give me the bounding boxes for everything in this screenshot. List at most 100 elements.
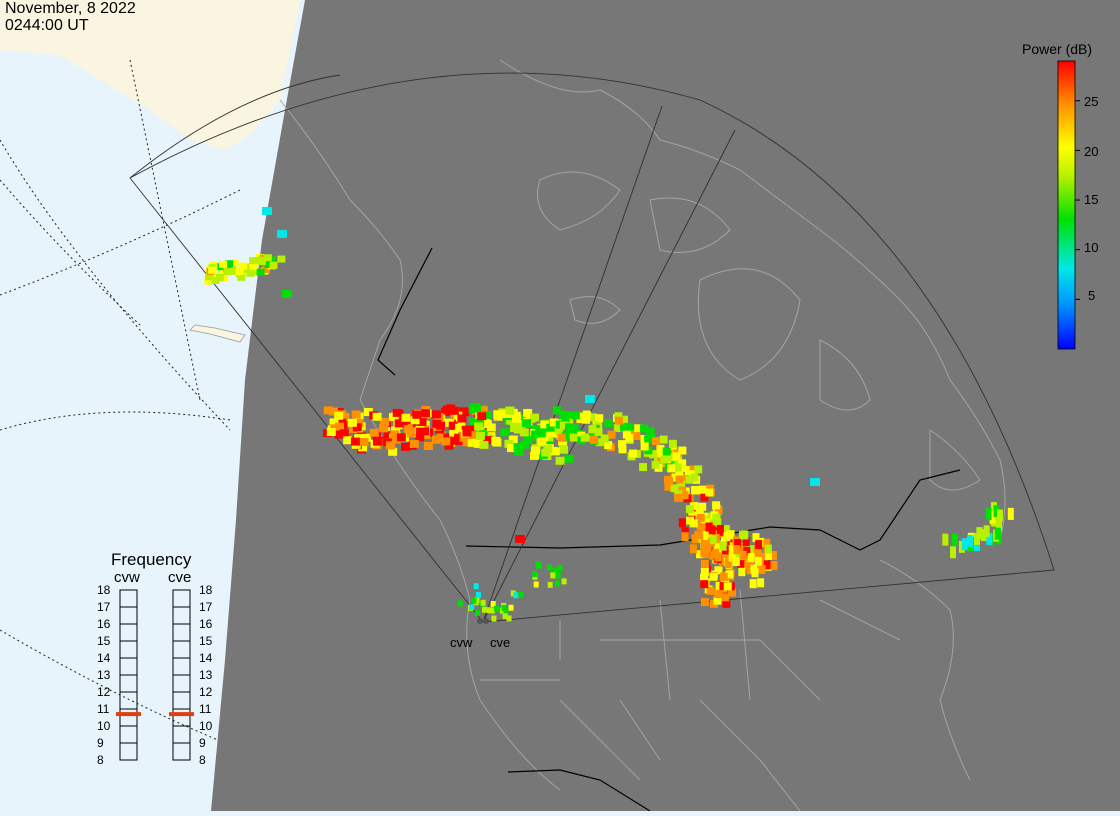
echo-cell [749,579,757,589]
echo-cell [622,430,631,439]
echo-cell [209,272,218,280]
frequency-tick-label: 8 [199,753,206,767]
echo-cell [415,433,425,442]
echo-cell [343,436,353,445]
echo-cell [769,550,777,560]
echo-cell [474,610,480,617]
echo-cell [388,447,398,456]
site-label-cve: cve [490,635,511,650]
echo-cell [518,591,524,598]
echo-cell [454,433,464,442]
frequency-tick-label: 13 [97,668,111,682]
colorbar-gradient [1057,60,1076,350]
echo-cell [552,567,558,574]
echo-cell [502,613,508,620]
echo-cell [491,615,497,622]
echo-cell [423,441,433,450]
echo-cell [220,274,229,282]
echo-cell [554,580,560,587]
echo-cell [530,451,540,460]
coastlines [279,59,1006,812]
echo-cell [569,433,578,442]
frequency-tick-label: 17 [97,600,111,614]
echo-cell [504,439,514,448]
echo-cell [256,268,265,276]
echo-cell [647,434,656,443]
echo-cell [757,578,765,588]
echo-cell [269,261,278,269]
site-label-cvw: cvw [450,635,473,650]
echo-cell [219,260,228,268]
echo-cell [618,440,627,449]
echo-cell [533,581,539,588]
frequency-cell [172,742,191,761]
echo-cell [664,482,673,491]
echo-cell [520,440,530,449]
echo-cell [339,429,349,438]
echo-cell [323,406,333,415]
echo-cell [557,433,566,442]
echo-cell [334,411,344,420]
echo-cell [712,548,720,558]
echo-cell [549,418,558,427]
echo-cell [486,607,492,614]
echo-cell [501,604,507,611]
echo-cell [482,606,488,613]
frequency-tick-label: 17 [199,600,213,614]
echo-cell [546,423,556,432]
echo-cell [722,599,731,608]
echo-cell [436,421,446,430]
graticule-day [0,59,241,746]
echo-cell [810,478,820,486]
echo-cell [688,511,697,520]
echo-cell [477,412,487,421]
echo-cell [503,608,509,615]
echo-cell [685,465,694,474]
echo-cell [531,430,541,439]
echo-cell [385,441,395,450]
echo-cell [208,266,217,274]
echo-cell [406,429,416,438]
echo-cell [550,447,560,456]
echo-cell [678,446,687,455]
echo-cell [719,541,727,551]
echo-cell [961,538,968,551]
echo-cell [512,414,522,423]
echo-cell [469,604,475,611]
echo-cell [215,274,224,282]
echo-cell [475,591,481,598]
frequency-tick-label: 10 [199,719,213,733]
echo-cell [713,596,722,605]
echo-cell [392,408,402,417]
echo-cell [494,605,500,612]
echo-cell [648,450,657,459]
echo-cell [529,413,539,422]
echo-cell [585,395,595,403]
echo-cell [614,412,623,421]
echo-cell [509,424,519,433]
echo-cell [967,534,974,547]
echo-cell [595,438,604,447]
echo-cell [441,437,451,446]
echo-cell [230,259,239,267]
echo-cell [667,464,676,473]
echo-cell [493,412,503,421]
echo-cell [662,447,671,456]
echo-cell [734,549,742,559]
frequency-tick-label: 16 [97,617,111,631]
echo-cell [479,440,489,449]
frequency-indicator-cve [169,712,194,717]
echo-cell [442,405,452,414]
echo-cell [369,428,379,437]
echo-cell [394,419,404,428]
echo-cell [594,427,603,436]
echo-cell [950,546,957,559]
echo-cell [358,443,368,452]
echo-cell [696,513,705,522]
colorbar-tick-5: 5 [1088,288,1096,303]
echo-cell [500,428,510,437]
frequency-tick-label: 11 [97,702,110,716]
frequency-tick-label: 14 [97,651,111,665]
echo-cell [764,544,772,554]
